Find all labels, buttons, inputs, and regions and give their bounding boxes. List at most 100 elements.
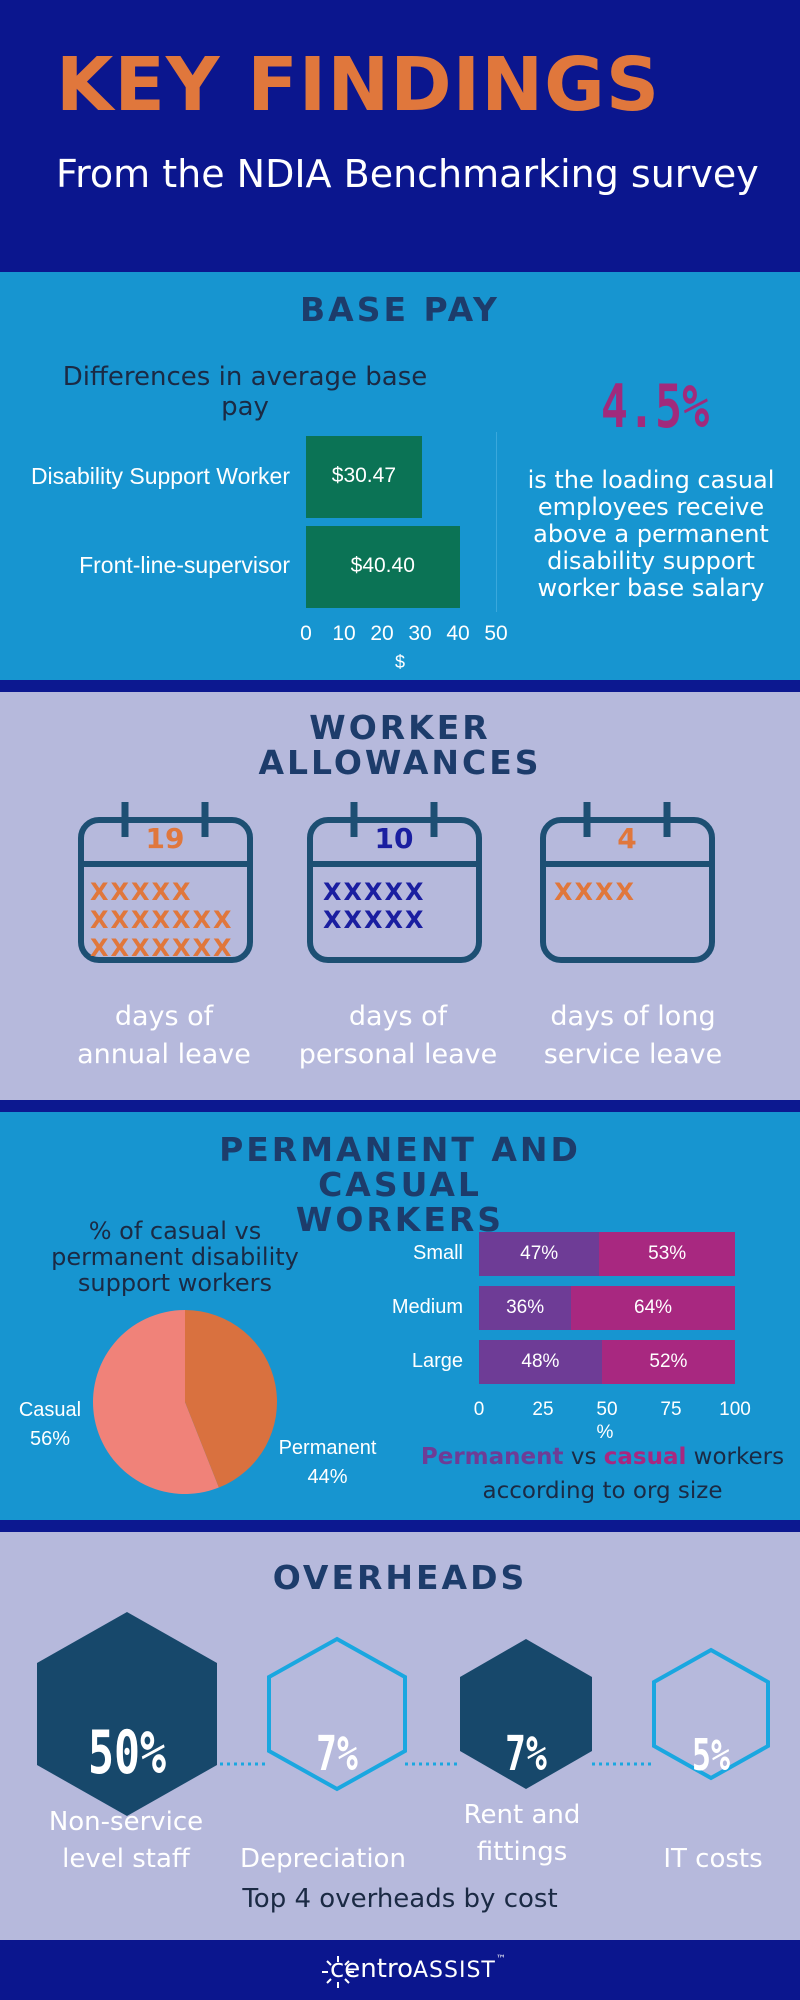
page-subtitle: From the NDIA Benchmarking survey bbox=[56, 152, 759, 196]
footer: centroASSIST™ bbox=[0, 1940, 800, 2000]
long-service-leave-marks: XXXX bbox=[554, 878, 636, 906]
caption-casual: casual bbox=[603, 1444, 687, 1470]
label-line: days of bbox=[348, 1001, 448, 1032]
calendar-icon bbox=[540, 802, 715, 963]
base-pay-title: BASE PAY bbox=[300, 290, 500, 329]
caption-workers: workers bbox=[686, 1444, 785, 1470]
label-line: personal leave bbox=[298, 1039, 498, 1070]
stacked-segment-permanent: 48% bbox=[479, 1340, 602, 1384]
label-line: level staff bbox=[62, 1844, 190, 1874]
label-line: Non-service bbox=[48, 1807, 204, 1837]
logo-primary: centro bbox=[330, 1954, 413, 1984]
personal-leave-label: days of personal leave bbox=[283, 998, 513, 1074]
bar-supervisor bbox=[306, 526, 460, 608]
loading-description: is the loading casual employees receive … bbox=[527, 466, 775, 602]
overhead-label-it: IT costs bbox=[603, 1804, 800, 1878]
label-line: Depreciation bbox=[240, 1844, 406, 1874]
mark-row: XXXXXXX bbox=[90, 934, 234, 962]
stacked-category-label: Large bbox=[411, 1350, 463, 1372]
annual-leave-days: 19 bbox=[145, 822, 185, 855]
stacked-segment-casual: 53% bbox=[599, 1232, 735, 1276]
long-service-leave-label: days of long service leave bbox=[518, 998, 748, 1074]
axis-gridline bbox=[496, 432, 497, 612]
overhead-label-depreciation: Depreciation bbox=[213, 1804, 433, 1878]
bar-dsw bbox=[306, 436, 422, 518]
stacked-segment-permanent: 47% bbox=[479, 1232, 600, 1276]
stacked-x-tick-label: 25 bbox=[532, 1399, 554, 1420]
overheads-section: OVERHEADS 50% 7% 7% 5% Non-service level… bbox=[0, 1532, 800, 1940]
base-pay-chart-title: Differences in average base pay bbox=[62, 362, 428, 422]
logo-trademark: ™ bbox=[495, 1954, 506, 1965]
label-line: fittings bbox=[476, 1837, 568, 1867]
label-line bbox=[603, 1804, 800, 1841]
calendar-long-service-leave: 4 XXXX bbox=[540, 802, 715, 967]
overhead-value-depreciation: 7% bbox=[316, 1726, 358, 1782]
base-pay-section: BASE PAY Differences in average base pay… bbox=[0, 272, 800, 680]
hexagon-icon bbox=[652, 1647, 770, 1781]
loading-percentage: 4.5% bbox=[600, 372, 710, 442]
logo-secondary: ASSIST bbox=[413, 1958, 496, 1983]
personal-leave-days: 10 bbox=[374, 822, 414, 855]
stacked-x-axis-label: % bbox=[596, 1422, 614, 1443]
allowances-section: WORKER ALLOWANCES 19 XXXXX XXXXXXX XXXXX… bbox=[0, 692, 800, 1100]
overhead-label-non-service: Non-service level staff bbox=[16, 1804, 236, 1878]
annual-leave-marks: XXXXX XXXXXXX XXXXXXX bbox=[90, 878, 234, 962]
permanent-casual-section: PERMANENT AND CASUAL WORKERS % of casual… bbox=[0, 1112, 800, 1520]
label-line: annual leave bbox=[77, 1039, 251, 1070]
stacked-category-label: Small bbox=[412, 1242, 463, 1264]
overheads-title: OVERHEADS bbox=[272, 1558, 528, 1597]
overheads-hexagons bbox=[37, 1612, 770, 1816]
calendar-personal-leave: 10 XXXXX XXXXX bbox=[307, 802, 482, 967]
overhead-value-non-service: 50% bbox=[87, 1718, 167, 1788]
calendar-icon bbox=[78, 802, 253, 963]
footer-logo: centroASSIST™ bbox=[330, 1954, 506, 1984]
pie-chart-title: % of casual vs permanent disability supp… bbox=[51, 1217, 299, 1297]
pie-label-name: Casual bbox=[18, 1399, 82, 1421]
label-line bbox=[213, 1804, 433, 1841]
caption-permanent: Permanent bbox=[420, 1444, 564, 1470]
annual-leave-label: days of annual leave bbox=[49, 998, 279, 1074]
stacked-segment-permanent: 36% bbox=[479, 1286, 572, 1330]
label-line: Rent and bbox=[463, 1800, 581, 1830]
mark-row: XXXX bbox=[554, 878, 637, 906]
label-line: days of long bbox=[550, 1001, 716, 1032]
workers-title: PERMANENT AND CASUAL WORKERS bbox=[0, 1132, 800, 1237]
mark-row: XXXXX bbox=[323, 878, 426, 906]
overhead-label-rent: Rent and fittings bbox=[412, 1797, 632, 1871]
workers-title-text: PERMANENT AND CASUAL WORKERS bbox=[219, 1130, 581, 1239]
stacked-segment-casual: 64% bbox=[571, 1286, 735, 1330]
calendar-annual-leave: 19 XXXXX XXXXXXX XXXXXXX bbox=[78, 802, 253, 967]
stacked-bar-caption: Permanent vs casual workers according to… bbox=[415, 1440, 790, 1508]
overheads-caption: Top 4 overheads by cost bbox=[242, 1884, 558, 1914]
overhead-value-it: 5% bbox=[691, 1730, 731, 1781]
pie-slice-casual bbox=[93, 1310, 219, 1494]
logo-burst-icon bbox=[318, 1952, 358, 1996]
pie-label-name: Permanent bbox=[278, 1437, 377, 1459]
x-tick-label: 0 bbox=[300, 622, 312, 645]
x-tick-label: 10 bbox=[332, 622, 356, 645]
x-tick-label: 40 bbox=[446, 622, 470, 645]
stacked-x-tick-label: 50 bbox=[596, 1399, 618, 1420]
caption-line2: according to org size bbox=[482, 1478, 723, 1504]
hexagon-icon bbox=[460, 1639, 592, 1789]
x-tick-label: 50 bbox=[484, 622, 508, 645]
pie-label-permanent: Permanent 44% bbox=[265, 1434, 390, 1492]
stacked-segment-casual: 52% bbox=[601, 1340, 735, 1384]
allowances-title-text: WORKER ALLOWANCES bbox=[258, 708, 542, 782]
x-tick-label: 30 bbox=[408, 622, 432, 645]
caption-vs: vs bbox=[563, 1444, 604, 1470]
pie-label-casual: Casual 56% bbox=[10, 1396, 90, 1454]
pie-chart bbox=[93, 1310, 278, 1494]
stacked-x-tick-label: 100 bbox=[719, 1399, 751, 1420]
bar-value-label-supervisor: $40.40 bbox=[350, 554, 415, 577]
hexagon-icon bbox=[37, 1612, 217, 1816]
bar-category-label-supervisor: Front-line-supervisor bbox=[79, 552, 290, 578]
stacked-x-tick-label: 75 bbox=[660, 1399, 682, 1420]
x-axis-label: $ bbox=[394, 652, 405, 672]
label-line: days of bbox=[114, 1001, 214, 1032]
calendar-icon bbox=[307, 802, 482, 963]
mark-row: XXXXXXX bbox=[90, 906, 234, 934]
mark-row: XXXXX bbox=[90, 878, 193, 906]
stacked-category-label: Medium bbox=[391, 1296, 463, 1318]
bar-category-label-dsw: Disability Support Worker bbox=[30, 463, 290, 489]
